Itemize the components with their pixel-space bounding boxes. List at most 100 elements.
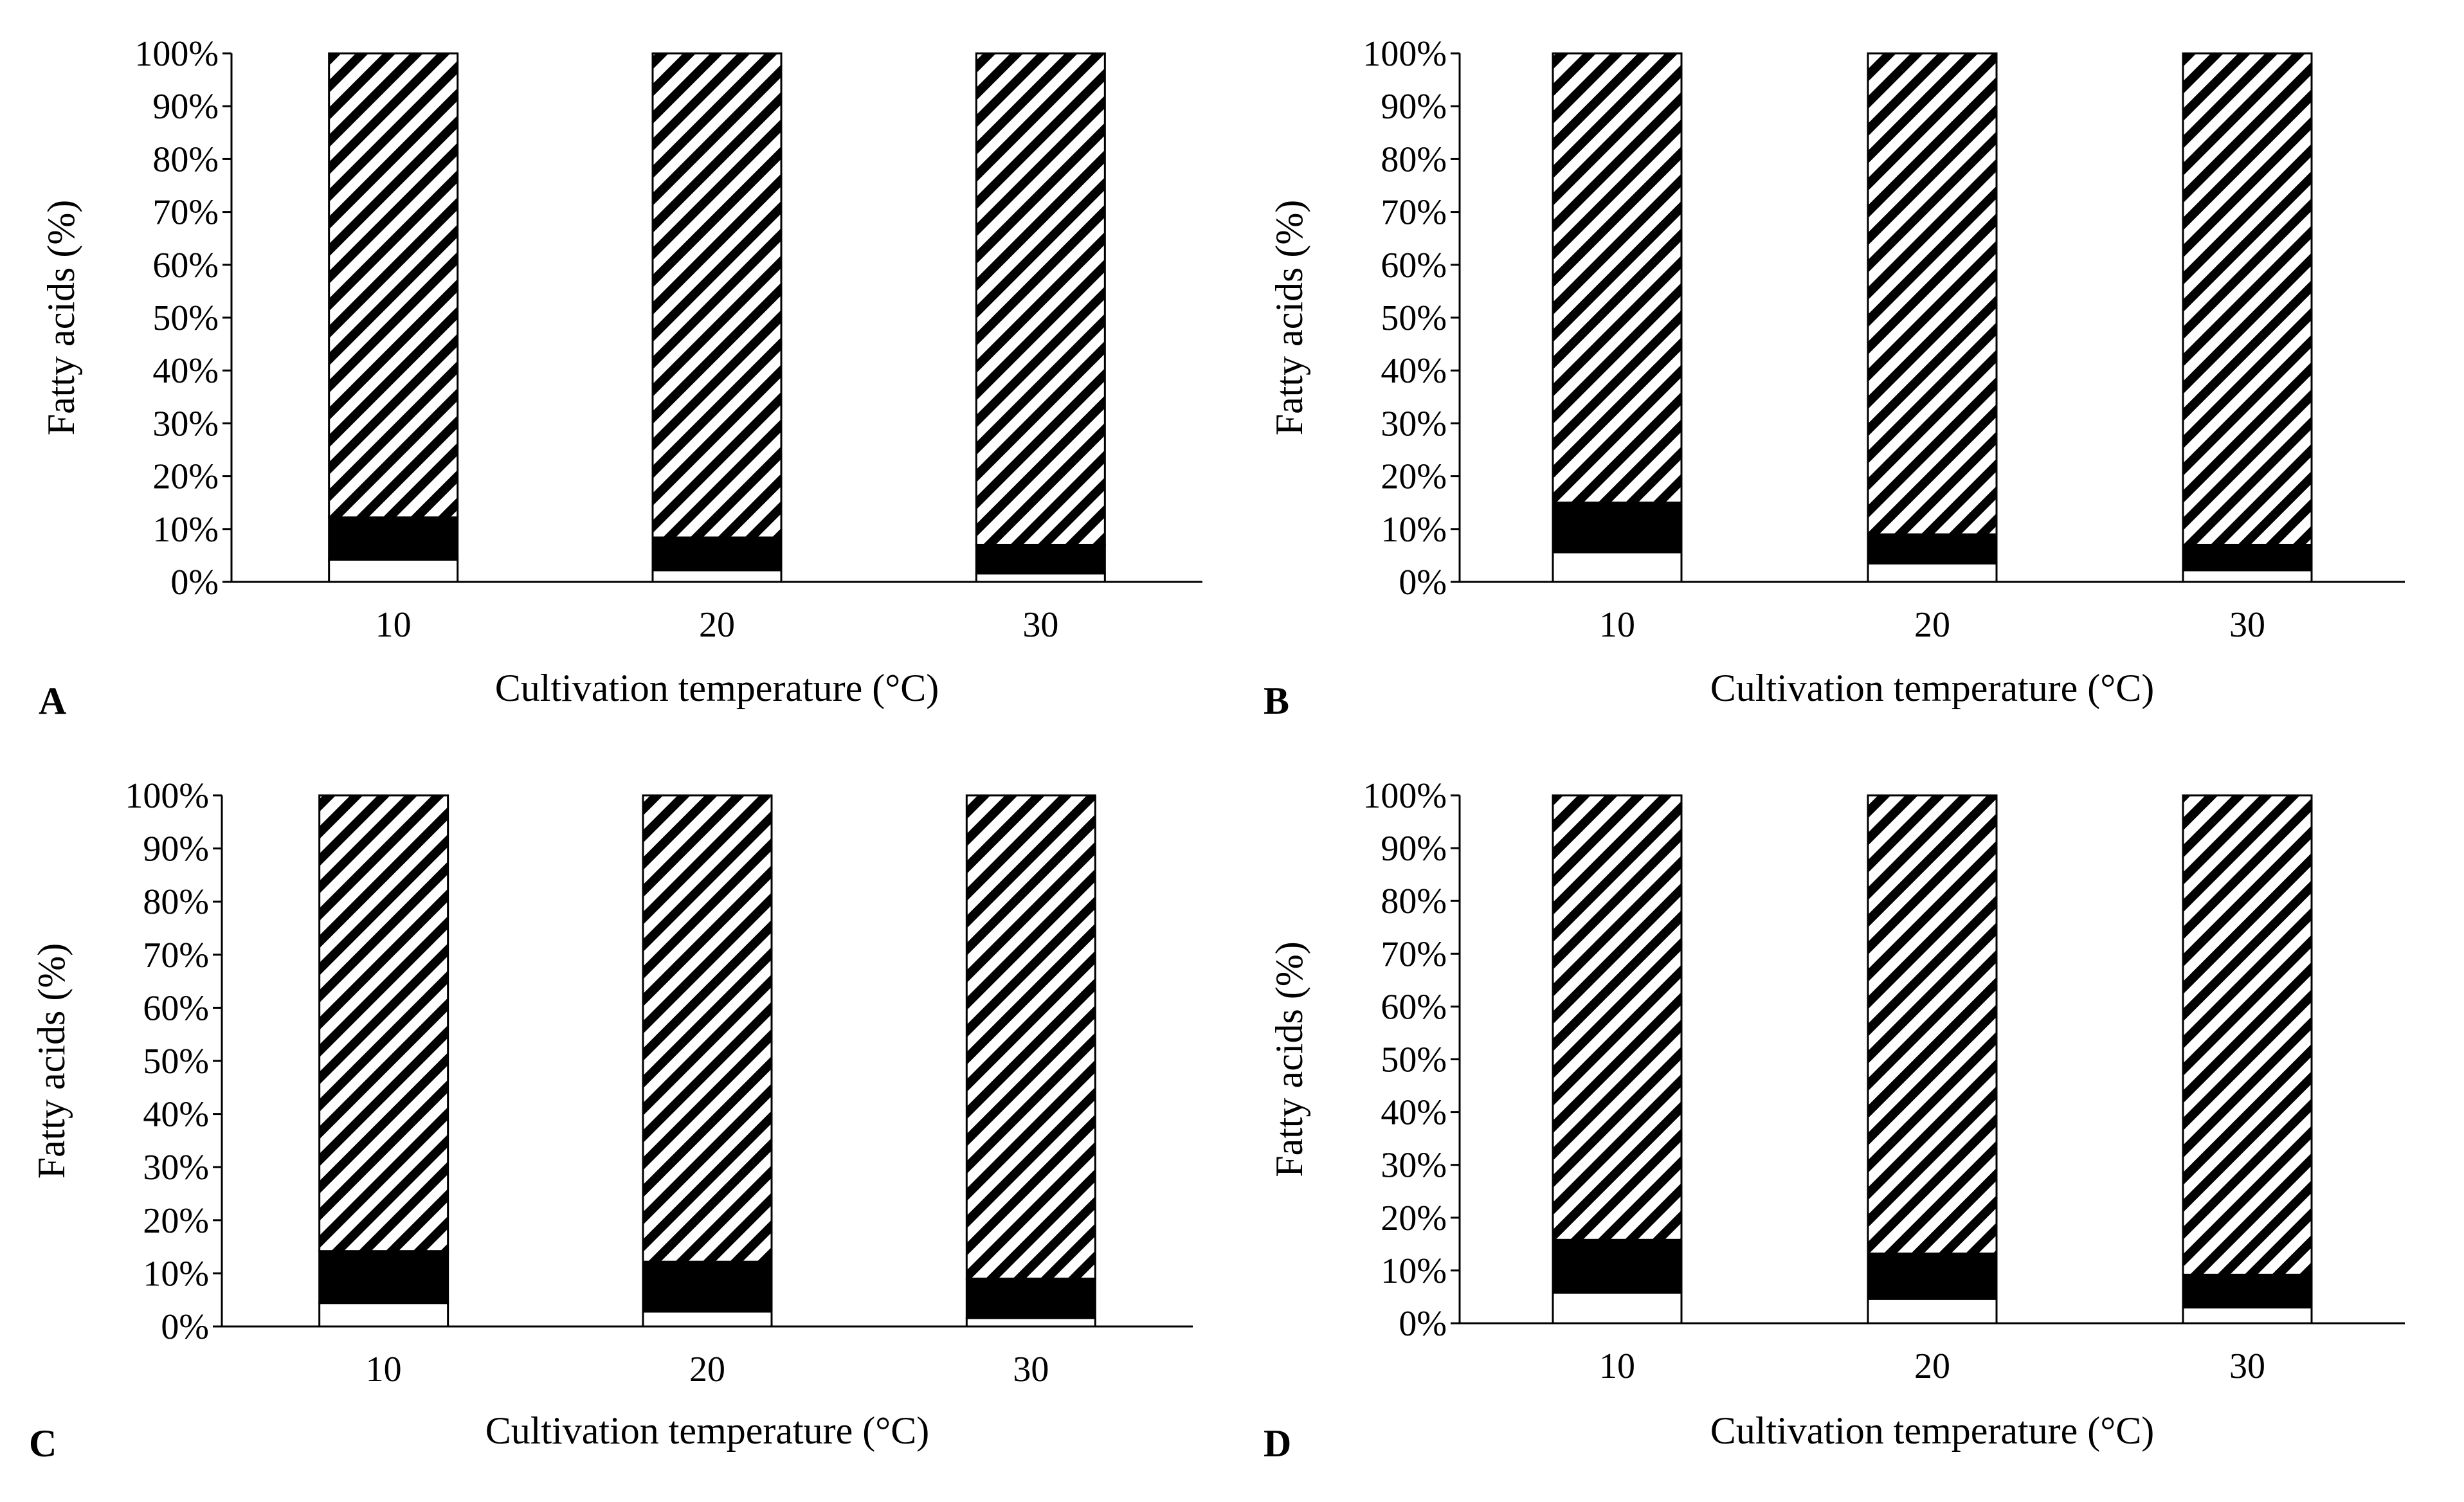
y-tick-label: 90% xyxy=(1381,87,1447,127)
y-tick-label: 60% xyxy=(1381,246,1447,285)
bar-segment-top xyxy=(975,52,1106,546)
bar-segment-top xyxy=(2182,52,2313,546)
y-tick-label: 40% xyxy=(152,351,219,391)
y-tick-label: 0% xyxy=(1399,1304,1447,1344)
y-tick-label: 80% xyxy=(143,882,209,922)
bar-segment-top xyxy=(318,794,449,1253)
y-tick-label: 20% xyxy=(152,457,219,497)
y-tick-label: 70% xyxy=(1381,193,1447,233)
y-tick-label: 30% xyxy=(1381,404,1447,444)
bar-group-20 xyxy=(651,52,783,583)
x-tick-label: 30 xyxy=(2229,605,2265,645)
y-tick-label: 30% xyxy=(143,1148,209,1188)
bar-segment-middle xyxy=(318,1250,449,1305)
bar-segment-middle xyxy=(328,516,459,561)
bar-segment-bottom xyxy=(1867,1298,1998,1325)
bar-segment-top xyxy=(1867,52,1998,536)
bar-segment-top xyxy=(965,794,1096,1280)
y-tick-label: 40% xyxy=(143,1095,209,1135)
bar-group-10 xyxy=(318,794,449,1328)
panel-a: 0% 10% 20% 30% 40% 50% 60% 70% 80% 90% 100% 10 20 30 C… xyxy=(39,34,1202,722)
bar-segment-middle xyxy=(2182,543,2313,572)
bar-segment-top xyxy=(1552,794,1683,1241)
bar-segment-bottom xyxy=(2182,569,2313,583)
bar-segment-middle xyxy=(642,1260,773,1313)
bar-group-30 xyxy=(2182,52,2313,583)
bar-group-30 xyxy=(965,794,1096,1328)
bar-segment-bottom xyxy=(1552,1291,1683,1325)
x-axis-title: Cultivation temperature (°C) xyxy=(1710,667,2154,709)
x-tick-label: 20 xyxy=(699,605,735,645)
bar-segment-bottom xyxy=(642,1310,773,1328)
y-tick-label: 70% xyxy=(143,936,209,975)
y-tick-label: 70% xyxy=(1381,934,1447,974)
bar-segment-top xyxy=(1552,52,1683,504)
bar-group-30 xyxy=(975,52,1106,583)
y-tick-label: 40% xyxy=(1381,1093,1447,1133)
y-tick-label: 0% xyxy=(1399,563,1447,602)
bar-segment-top xyxy=(651,52,783,539)
y-tick-label: 50% xyxy=(143,1042,209,1081)
y-tick-label: 10% xyxy=(1381,510,1447,550)
bar-group-20 xyxy=(1867,794,1998,1325)
bar-segment-middle xyxy=(1867,1253,1998,1300)
x-axis-title: Cultivation temperature (°C) xyxy=(495,667,939,709)
y-tick-label: 90% xyxy=(1381,829,1447,869)
x-tick-label: 30 xyxy=(1022,605,1058,645)
y-tick-label: 50% xyxy=(1381,1040,1447,1080)
bar-group-10 xyxy=(1552,52,1683,583)
bar-segment-middle xyxy=(2182,1273,2313,1308)
bar-segment-top xyxy=(1867,794,1998,1255)
bar-segment-top xyxy=(642,794,773,1263)
bar-segment-middle xyxy=(965,1278,1096,1319)
bar-segment-bottom xyxy=(1867,562,1998,583)
y-tick-label: 40% xyxy=(1381,351,1447,391)
y-tick-label: 10% xyxy=(143,1254,209,1294)
bar-segment-bottom xyxy=(1552,551,1683,583)
y-tick-label: 0% xyxy=(170,563,219,602)
y-tick-label: 80% xyxy=(1381,140,1447,179)
bar-group-20 xyxy=(1867,52,1998,583)
y-tick-label: 60% xyxy=(1381,987,1447,1027)
bar-segment-middle xyxy=(1867,533,1998,565)
panel-b: 0% 10% 20% 30% 40% 50% 60% 70% 80% 90% 100% 10 20 30 C… xyxy=(1264,34,2405,722)
bar-segment-middle xyxy=(651,536,783,572)
bar-segment-middle xyxy=(975,543,1106,575)
bar-segment-bottom xyxy=(965,1317,1096,1328)
y-tick-label: 50% xyxy=(152,298,219,338)
y-tick-label: 80% xyxy=(1381,882,1447,921)
bar-segment-bottom xyxy=(651,569,783,583)
bar-segment-bottom xyxy=(328,558,459,583)
x-axis-title: Cultivation temperature (°C) xyxy=(1710,1409,2154,1452)
y-tick-label: 50% xyxy=(1381,298,1447,338)
panel-letter: D xyxy=(1264,1422,1291,1465)
y-tick-label: 10% xyxy=(1381,1251,1447,1291)
x-tick-label: 10 xyxy=(376,605,412,645)
y-axis-title: Fatty acids (%) xyxy=(1268,200,1310,436)
bar-segment-bottom xyxy=(318,1302,449,1328)
panel-letter: A xyxy=(39,680,66,722)
y-tick-label: 90% xyxy=(143,829,209,869)
x-axis-title: Cultivation temperature (°C) xyxy=(485,1409,929,1452)
bar-segment-bottom xyxy=(975,572,1106,583)
y-tick-label: 0% xyxy=(161,1307,209,1347)
panel-letter: C xyxy=(29,1422,57,1465)
panel-c: 0% 10% 20% 30% 40% 50% 60% 70% 80% 90% 100% 10 20 30 C… xyxy=(29,776,1193,1465)
y-tick-label: 30% xyxy=(152,404,219,444)
y-axis-title: Fatty acids (%) xyxy=(30,943,73,1179)
x-tick-label: 20 xyxy=(1914,605,1950,645)
bar-group-10 xyxy=(1552,794,1683,1325)
bar-group-30 xyxy=(2182,794,2313,1325)
x-tick-label: 10 xyxy=(1599,605,1635,645)
y-axis-title: Fatty acids (%) xyxy=(1268,941,1310,1177)
y-tick-label: 60% xyxy=(152,246,219,285)
bar-group-10 xyxy=(328,52,459,583)
bar-segment-top xyxy=(328,52,459,519)
x-tick-label: 20 xyxy=(1914,1346,1950,1386)
x-tick-label: 20 xyxy=(689,1350,725,1389)
y-tick-label: 100% xyxy=(134,34,219,74)
y-tick-label: 20% xyxy=(1381,457,1447,497)
y-tick-label: 20% xyxy=(1381,1199,1447,1238)
bar-segment-bottom xyxy=(2182,1306,2313,1325)
